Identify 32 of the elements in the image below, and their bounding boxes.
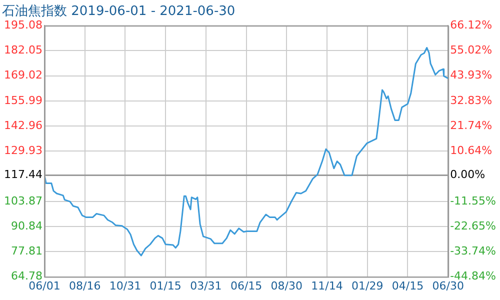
y2-tick-label: 66.12% (450, 18, 492, 32)
y2-tick-label: 32.83% (450, 94, 492, 107)
y-tick-label: 90.84 (10, 219, 42, 232)
x-tick-label: 08/30 (270, 279, 302, 292)
x-tick-label: 03/31 (190, 279, 222, 292)
y-tick-label: 77.81 (10, 244, 42, 258)
y2-tick-label: 0.00% (450, 168, 486, 182)
y-tick-label: 129.93 (4, 144, 42, 158)
x-tick-label: 11/14 (311, 279, 343, 292)
x-tick-label: 01/29 (352, 279, 384, 292)
x-tick-label: 01/15 (150, 279, 182, 292)
y2-tick-label: 10.64% (450, 144, 492, 158)
y-tick-label: 103.87 (4, 194, 42, 208)
y-tick-label: 117.44 (4, 168, 42, 182)
y2-tick-label: 43.93% (450, 68, 492, 82)
y-tick-label: 182.05 (4, 44, 42, 57)
x-tick-label: 06/30 (432, 279, 464, 292)
y-tick-label: 195.08 (4, 18, 42, 32)
chart-title: 石油焦指数 2019-06-01 - 2021-06-30 (2, 4, 236, 20)
x-tick-label: 06/01 (28, 279, 60, 292)
y2-tick-label: 55.02% (450, 44, 492, 57)
y2-tick-label: -11.55% (450, 194, 496, 208)
y2-tick-label: 21.74% (450, 118, 492, 132)
x-tick-label: 04/15 (392, 279, 424, 292)
y-tick-label: 155.99 (4, 94, 42, 107)
x-tick-label: 06/15 (230, 279, 262, 292)
x-tick-label: 10/31 (109, 279, 142, 292)
y-tick-label: 142.96 (4, 118, 42, 132)
y-tick-label: 169.02 (4, 68, 42, 82)
y2-tick-label: -22.65% (450, 219, 496, 232)
x-tick-label: 08/16 (69, 279, 101, 292)
y2-tick-label: -33.74% (450, 244, 496, 258)
